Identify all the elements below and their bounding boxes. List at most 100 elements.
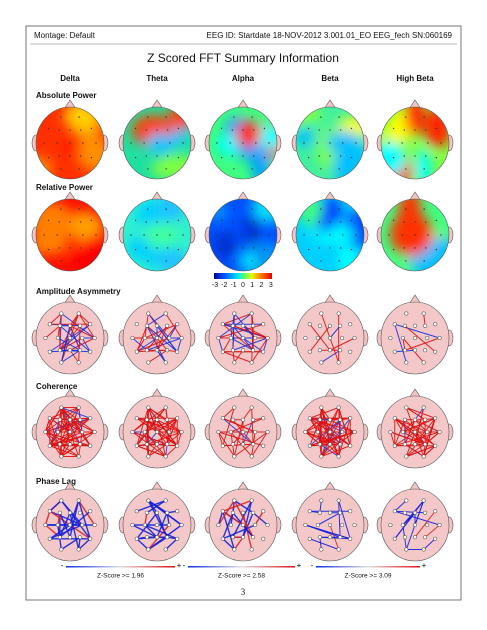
electrode xyxy=(251,323,256,328)
electrode xyxy=(154,335,160,341)
blob xyxy=(389,212,433,256)
connection xyxy=(136,325,148,352)
electrode xyxy=(156,155,158,157)
electrode xyxy=(327,510,333,515)
electrode xyxy=(414,234,416,236)
connection xyxy=(414,419,428,433)
outline xyxy=(208,488,278,562)
electrode xyxy=(317,348,322,353)
electrode xyxy=(76,547,81,552)
montage: Montage: Default xyxy=(34,31,96,40)
electrode xyxy=(340,429,345,435)
connection xyxy=(309,431,355,447)
blob xyxy=(142,222,180,249)
connection xyxy=(165,538,178,550)
electrode xyxy=(134,536,139,541)
electrode xyxy=(412,429,418,435)
electrode xyxy=(402,510,407,515)
electrode xyxy=(421,360,426,365)
outline xyxy=(122,488,192,562)
connection xyxy=(222,417,256,433)
blob xyxy=(316,215,333,232)
electrode xyxy=(412,417,418,422)
electrode xyxy=(156,221,158,223)
electrode xyxy=(78,417,83,422)
connection xyxy=(136,337,158,353)
outline xyxy=(208,198,278,272)
electrode xyxy=(242,234,244,236)
connection xyxy=(404,443,424,457)
electrode xyxy=(67,442,73,447)
connection xyxy=(404,419,436,447)
electrode xyxy=(232,311,237,316)
electrode xyxy=(146,454,151,459)
connection xyxy=(406,443,426,457)
electrode xyxy=(435,248,438,251)
electrode xyxy=(59,405,64,410)
connection xyxy=(61,349,81,363)
electrode xyxy=(78,208,80,210)
electrode xyxy=(134,443,139,448)
electrode xyxy=(167,429,172,435)
electrode xyxy=(56,234,58,236)
electrode xyxy=(388,142,390,144)
connection xyxy=(390,431,426,445)
electrode xyxy=(156,142,158,144)
electrode xyxy=(147,116,149,118)
electrode xyxy=(338,535,343,540)
electrode xyxy=(165,116,167,118)
blob xyxy=(213,231,237,260)
electrode xyxy=(412,522,418,528)
connection xyxy=(59,337,83,351)
electrode xyxy=(154,348,160,353)
electrode xyxy=(142,429,147,435)
electrode xyxy=(253,221,255,223)
connection xyxy=(69,500,80,538)
connection xyxy=(389,431,396,446)
connection xyxy=(402,431,426,445)
electrode xyxy=(404,311,409,316)
electrode xyxy=(43,142,45,144)
electrode xyxy=(350,156,353,159)
electrode xyxy=(47,156,50,159)
outline xyxy=(208,106,278,180)
electrode xyxy=(90,219,93,222)
electrode xyxy=(69,129,71,131)
electrode xyxy=(177,127,180,130)
connection xyxy=(146,313,166,327)
electrode xyxy=(329,155,331,157)
electrode xyxy=(340,335,345,341)
electrode xyxy=(58,155,60,157)
connection xyxy=(305,419,331,433)
head xyxy=(204,388,282,469)
electrode xyxy=(156,247,158,249)
electrode xyxy=(427,142,429,144)
electrode xyxy=(404,498,409,503)
electrode xyxy=(352,335,357,341)
connection xyxy=(136,337,170,353)
connection xyxy=(136,349,168,353)
connection xyxy=(338,500,341,538)
colorbar-label: -3 xyxy=(212,282,218,289)
electrode xyxy=(327,522,333,528)
electrode xyxy=(251,208,253,210)
electrode xyxy=(327,323,333,328)
electrode xyxy=(220,443,225,448)
connection xyxy=(423,538,436,550)
electrode xyxy=(251,510,256,515)
electrode xyxy=(163,454,168,459)
electrode xyxy=(58,129,60,131)
connection xyxy=(78,313,91,325)
electrode xyxy=(47,127,50,130)
electrode xyxy=(57,323,62,328)
electrode xyxy=(319,498,324,503)
connection xyxy=(222,351,252,363)
connection xyxy=(230,417,264,433)
electrode xyxy=(56,142,58,144)
electrode xyxy=(421,547,426,552)
electrode xyxy=(92,429,97,435)
electrode xyxy=(255,142,257,144)
connection xyxy=(45,431,62,457)
connection xyxy=(156,325,168,351)
electrode xyxy=(90,127,93,130)
